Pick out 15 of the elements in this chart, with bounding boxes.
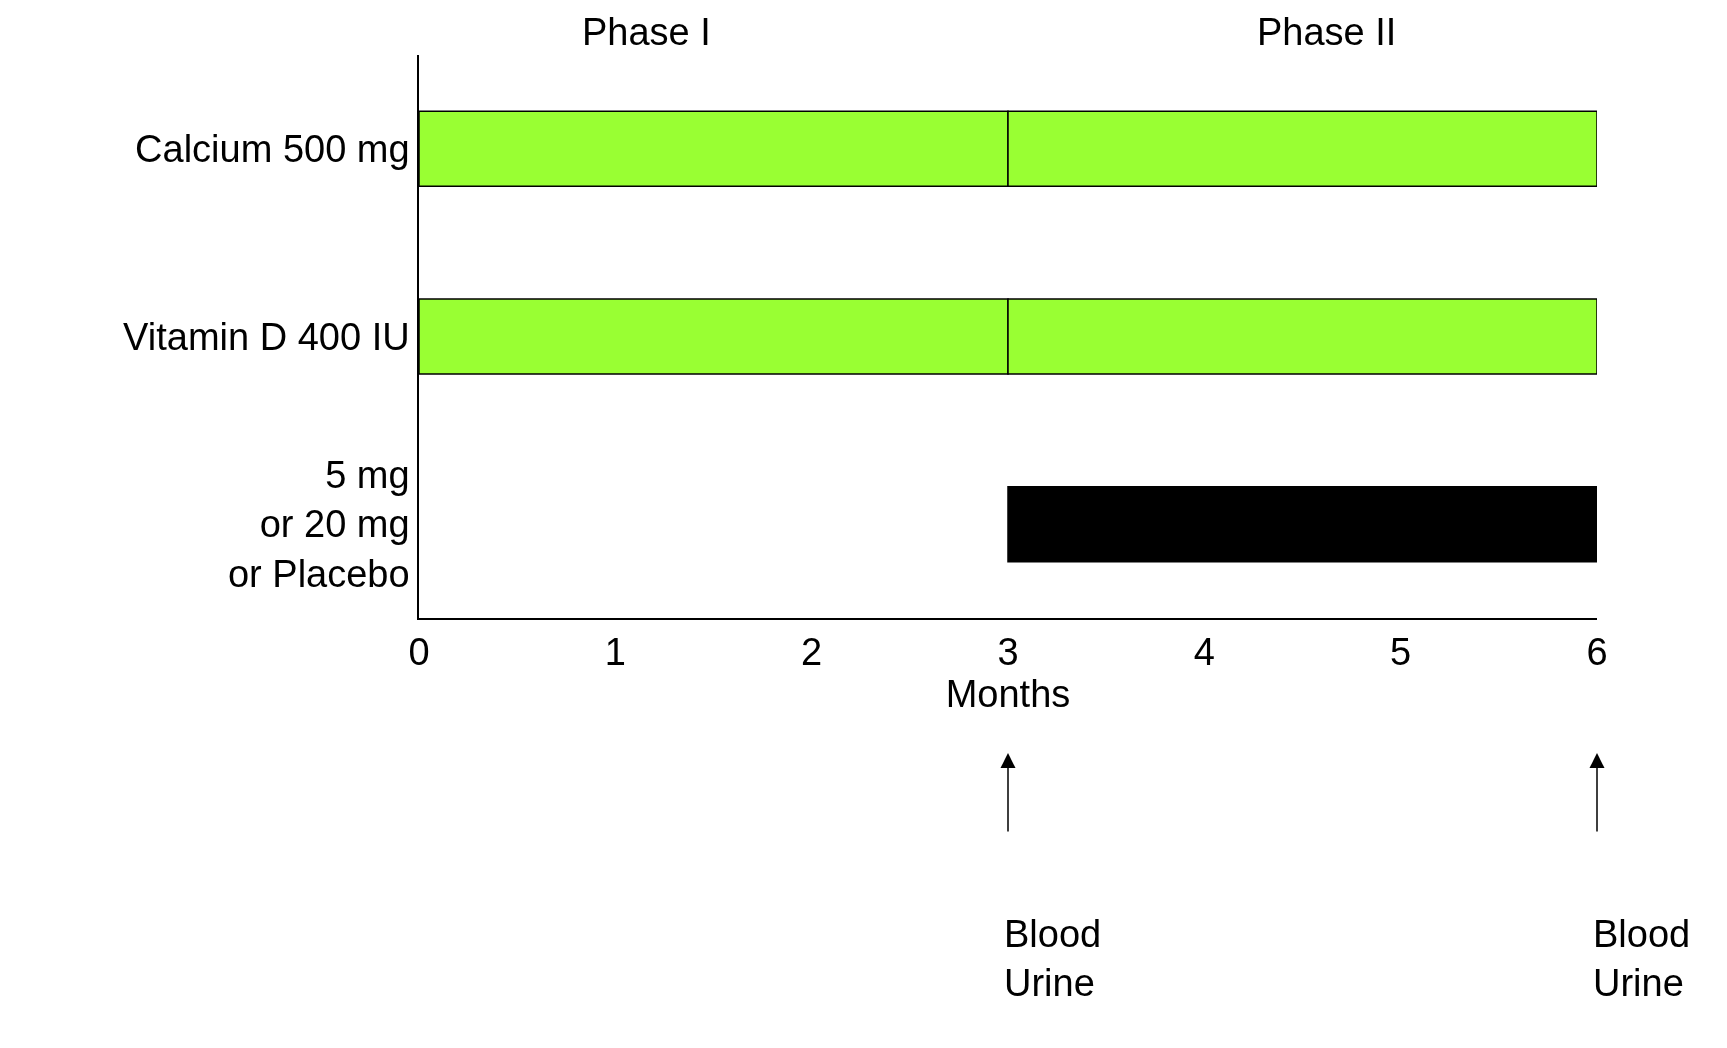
x-axis-title: Months: [945, 673, 1071, 716]
y-tick-label: 5 mg or 20 mg or Placebo: [227, 454, 410, 595]
text: Phase I: [582, 11, 711, 53]
x-tick-label: 4: [1193, 631, 1215, 674]
x-tick-label: 2: [801, 631, 823, 674]
x-tick-label: 0: [408, 631, 430, 674]
text: Blood Urine: [1593, 913, 1691, 1005]
x-tick-label: 6: [1586, 631, 1608, 674]
x-tick-label: 3: [997, 631, 1019, 674]
y-tick-label: Calcium 500 mg: [135, 128, 410, 171]
text: Blood Urine: [1004, 913, 1102, 1005]
y-tick-label: Vitamin D 400 IU: [123, 315, 410, 358]
x-tick-label: 1: [604, 631, 626, 674]
x-tick-label: 5: [1390, 631, 1412, 674]
text: Phase II: [1257, 11, 1397, 53]
